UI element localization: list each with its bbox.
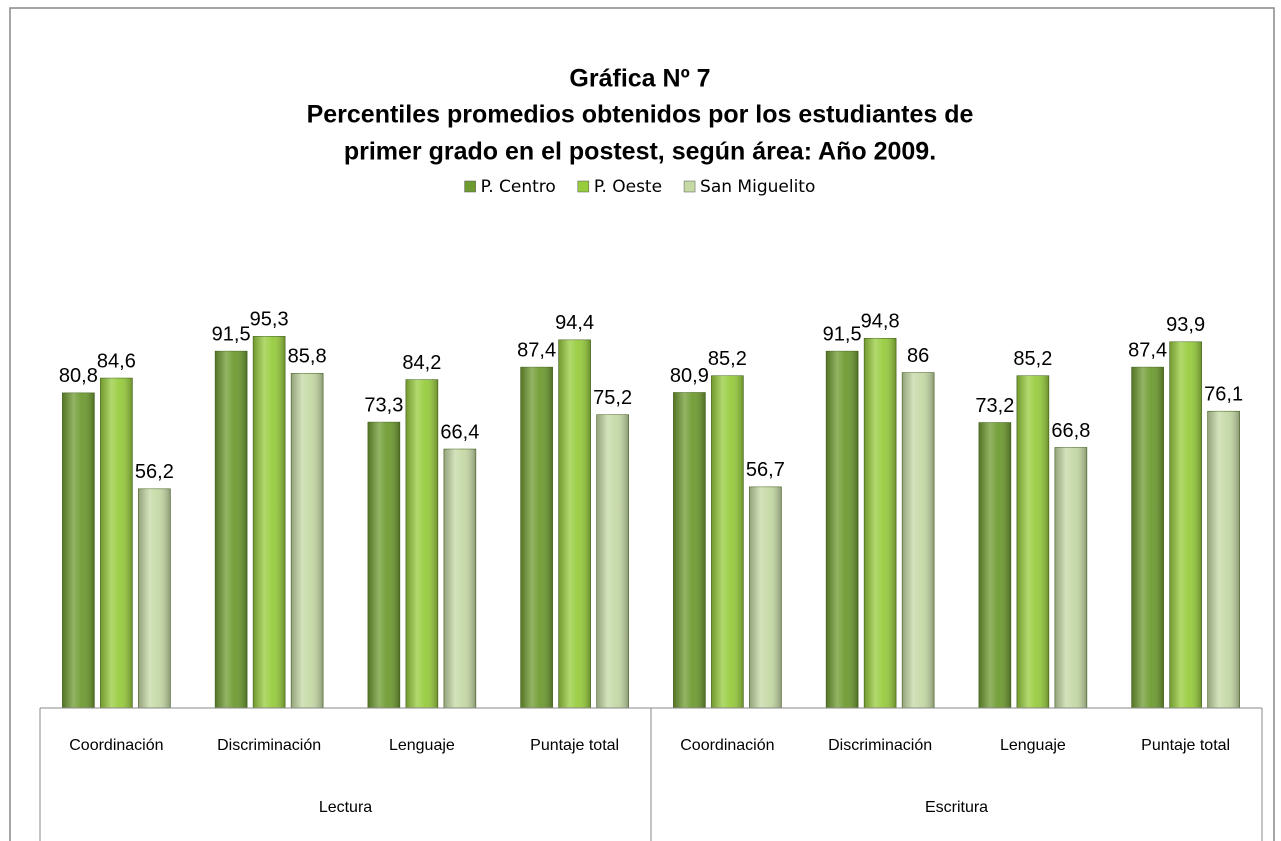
data-label: 73,2 — [975, 395, 1014, 417]
data-label: 94,4 — [555, 312, 594, 334]
legend-label: P. Centro — [481, 177, 556, 197]
data-label: 87,4 — [517, 339, 556, 361]
bar-shine — [443, 449, 476, 708]
bar-shine — [405, 379, 438, 708]
bar-shine — [1169, 341, 1202, 708]
bar-shine — [253, 336, 286, 708]
legend-label: San Miguelito — [700, 177, 815, 197]
bar-shine — [291, 373, 324, 708]
data-label: 84,6 — [97, 350, 136, 372]
bar-shine — [826, 351, 859, 708]
x-tick-label: Puntaje total — [1141, 737, 1230, 754]
data-label: 75,2 — [593, 387, 632, 409]
chart-title: primer grado en el postest, según área: … — [344, 138, 936, 166]
bar-shine — [558, 339, 591, 708]
bar-shine — [749, 486, 782, 708]
bar-shine — [1016, 375, 1049, 708]
x-tick-label: Lenguaje — [1000, 737, 1066, 754]
bar-shine — [367, 422, 400, 708]
data-label: 85,2 — [708, 348, 747, 370]
bar-shine — [100, 378, 133, 708]
bar-shine — [673, 392, 706, 708]
legend-swatch — [464, 180, 476, 193]
data-label: 80,8 — [59, 365, 98, 387]
group-label: Lectura — [319, 799, 372, 816]
legend-label: P. Oeste — [594, 177, 662, 197]
data-label: 85,2 — [1013, 348, 1052, 370]
x-tick-label: Coordinación — [680, 737, 774, 754]
bar-shine — [1131, 367, 1164, 708]
bar-shine — [1207, 411, 1240, 708]
chart-title: Gráfica Nº 7 — [569, 65, 710, 93]
legend-swatch — [577, 180, 590, 193]
data-label: 84,2 — [402, 352, 441, 374]
bar-shine — [902, 372, 935, 708]
bar-shine — [596, 414, 629, 708]
x-tick-label: Lenguaje — [389, 737, 455, 754]
group-label: Escritura — [925, 799, 988, 816]
x-tick-label: Puntaje total — [530, 737, 619, 754]
data-label: 66,8 — [1051, 420, 1090, 442]
data-label: 85,8 — [288, 346, 327, 368]
bar-shine — [62, 392, 95, 708]
bar-shine — [215, 351, 248, 708]
bar-shine — [978, 422, 1011, 708]
bar-shine — [864, 338, 897, 708]
data-label: 94,8 — [861, 311, 900, 333]
data-label: 91,5 — [212, 323, 251, 345]
data-label: 56,2 — [135, 461, 174, 483]
legend-swatch — [683, 180, 696, 193]
data-label: 86 — [907, 345, 929, 367]
data-label: 56,7 — [746, 459, 785, 481]
data-label: 93,9 — [1166, 314, 1205, 336]
bar-shine — [138, 488, 171, 708]
data-label: 66,4 — [440, 421, 479, 443]
x-tick-label: Discriminación — [217, 737, 321, 754]
data-label: 80,9 — [670, 365, 709, 387]
bar-shine — [711, 375, 744, 708]
chart-title: Percentiles promedios obtenidos por los … — [307, 101, 974, 129]
data-label: 76,1 — [1204, 383, 1243, 405]
data-label: 73,3 — [364, 394, 403, 416]
data-label: 95,3 — [250, 309, 289, 331]
data-label: 87,4 — [1128, 339, 1167, 361]
bar-shine — [520, 367, 553, 708]
bar-shine — [1054, 447, 1087, 708]
x-tick-label: Discriminación — [828, 737, 932, 754]
x-tick-label: Coordinación — [69, 737, 163, 754]
data-label: 91,5 — [823, 323, 862, 345]
